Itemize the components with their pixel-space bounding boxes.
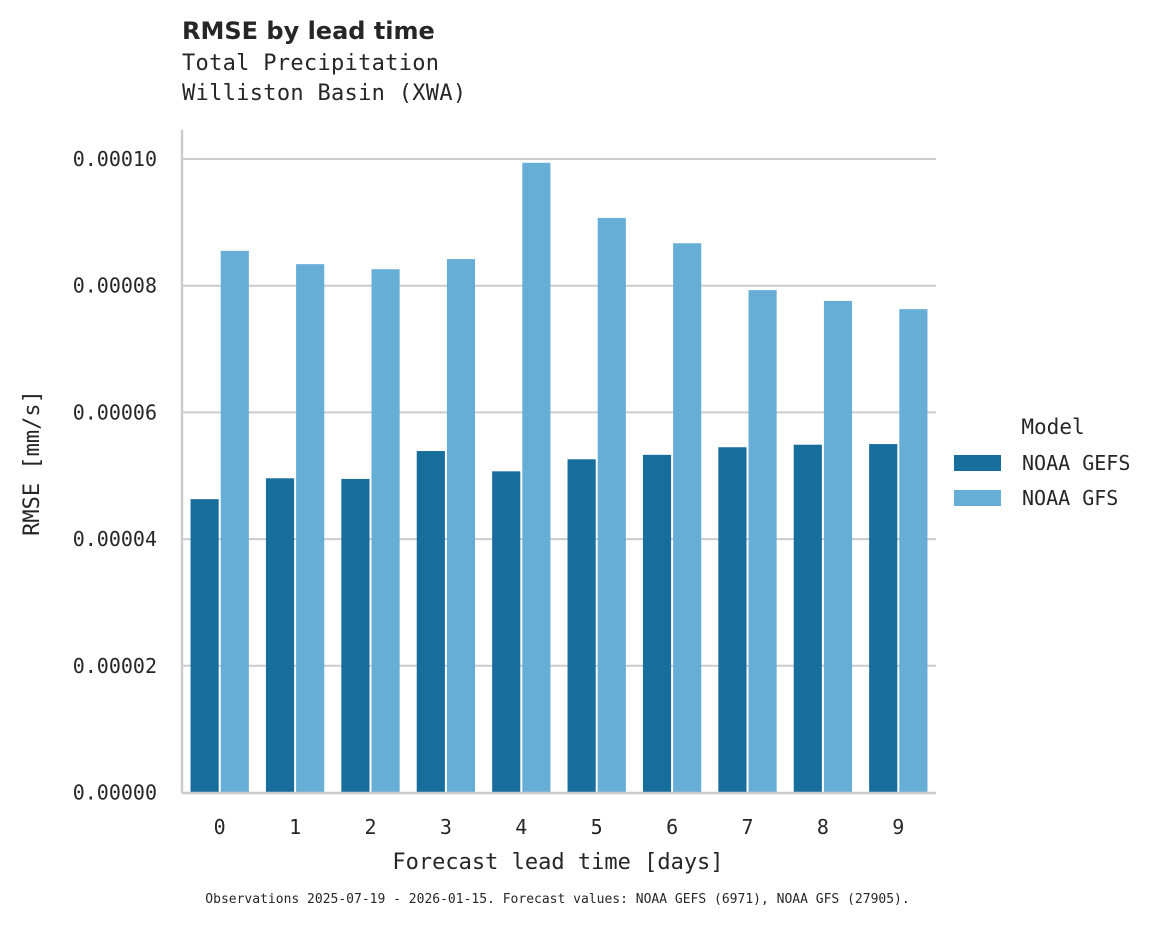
bar-gfs-1 bbox=[296, 264, 325, 793]
y-tick-label: 0.00000 bbox=[73, 781, 157, 805]
bar-gfs-5 bbox=[597, 217, 626, 793]
x-tick-label: 3 bbox=[440, 815, 452, 839]
legend-title: Model bbox=[1021, 415, 1084, 439]
x-tick-label: 2 bbox=[364, 815, 376, 839]
legend-label-gfs: NOAA GFS bbox=[1022, 486, 1118, 510]
bar-gefs-6 bbox=[642, 454, 672, 793]
bar-gfs-8 bbox=[823, 300, 853, 793]
bar-gefs-5 bbox=[567, 459, 596, 793]
x-axis-label: Forecast lead time [days] bbox=[392, 850, 723, 875]
x-tick-label: 0 bbox=[214, 815, 226, 839]
legend-swatch-gfs bbox=[954, 490, 1001, 506]
bar-gefs-0 bbox=[190, 499, 219, 793]
y-axis-label: RMSE [mm/s] bbox=[20, 390, 45, 536]
bar-gfs-4 bbox=[522, 162, 551, 793]
bar-gefs-8 bbox=[793, 444, 822, 793]
gridlines bbox=[182, 158, 936, 667]
chart-subtitle-region: Williston Basin (XWA) bbox=[182, 81, 467, 106]
bar-gfs-3 bbox=[446, 259, 476, 793]
y-tick-label: 0.00004 bbox=[73, 527, 157, 551]
bars bbox=[190, 162, 928, 793]
bar-gfs-7 bbox=[748, 290, 777, 793]
bar-gefs-9 bbox=[869, 444, 898, 793]
bar-gefs-2 bbox=[341, 478, 370, 793]
footnote: Observations 2025-07-19 - 2026-01-15. Fo… bbox=[205, 892, 910, 907]
bar-gfs-6 bbox=[673, 243, 702, 793]
x-tick-label: 7 bbox=[741, 815, 753, 839]
y-tick-label: 0.00008 bbox=[73, 274, 157, 298]
chart-subtitle-variable: Total Precipitation bbox=[182, 51, 440, 76]
y-tick-labels: 0.00000 0.00002 0.00004 0.00006 0.00008 0.000… bbox=[73, 147, 157, 805]
bar-gefs-4 bbox=[492, 471, 521, 793]
legend-swatch-gefs bbox=[954, 455, 1001, 471]
legend: Model NOAA GEFS NOAA GFS bbox=[954, 415, 1130, 510]
bar-gfs-2 bbox=[371, 269, 400, 793]
x-tick-label: 4 bbox=[515, 815, 527, 839]
x-tick-label: 8 bbox=[817, 815, 829, 839]
x-tick-label: 9 bbox=[892, 815, 904, 839]
legend-label-gefs: NOAA GEFS bbox=[1022, 451, 1130, 475]
bar-gefs-7 bbox=[718, 447, 747, 793]
y-tick-label: 0.00006 bbox=[73, 400, 157, 424]
x-tick-labels: 0 1 2 3 4 5 6 7 8 9 bbox=[214, 815, 905, 839]
chart-title: RMSE by lead time bbox=[182, 17, 435, 45]
x-tick-label: 1 bbox=[289, 815, 301, 839]
bar-gefs-3 bbox=[416, 451, 445, 793]
x-tick-label: 5 bbox=[591, 815, 603, 839]
y-tick-label: 0.00010 bbox=[73, 147, 157, 171]
bar-gfs-0 bbox=[220, 250, 249, 793]
x-tick-label: 6 bbox=[666, 815, 678, 839]
bar-gfs-9 bbox=[899, 309, 928, 793]
bar-gefs-1 bbox=[265, 478, 295, 793]
y-tick-label: 0.00002 bbox=[73, 654, 157, 678]
